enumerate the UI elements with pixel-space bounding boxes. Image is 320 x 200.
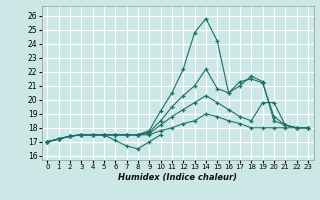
X-axis label: Humidex (Indice chaleur): Humidex (Indice chaleur) [118, 173, 237, 182]
